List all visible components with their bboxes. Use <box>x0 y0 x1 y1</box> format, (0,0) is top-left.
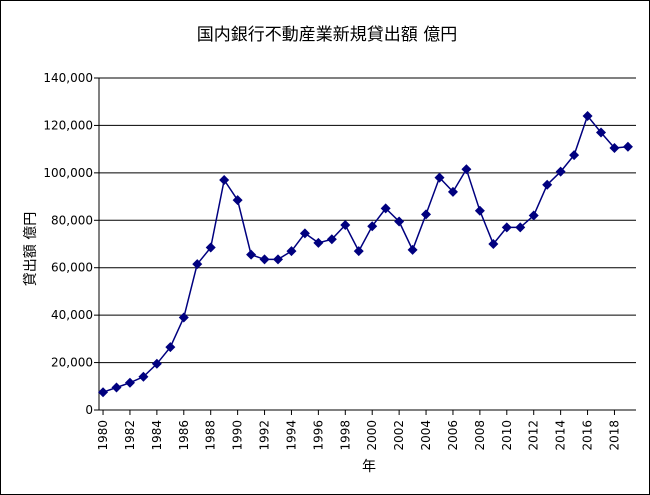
data-point <box>232 195 243 206</box>
y-tick-label: 0 <box>85 403 93 417</box>
data-point <box>313 237 324 248</box>
data-point <box>421 209 432 220</box>
data-point <box>555 166 566 177</box>
data-point <box>192 259 203 270</box>
x-tick-label: 2002 <box>392 420 406 451</box>
x-tick-label: 2010 <box>500 420 514 451</box>
y-tick-label: 120,000 <box>43 118 93 132</box>
y-tick-label: 140,000 <box>43 71 93 85</box>
grid-lines <box>99 77 636 364</box>
x-tick-label: 1980 <box>96 420 110 451</box>
data-point <box>528 210 539 221</box>
data-point <box>98 387 109 398</box>
data-point <box>447 186 458 197</box>
x-tick-label: 1982 <box>123 420 137 451</box>
data-point <box>219 174 230 185</box>
y-axis-title: 貸出額 億円 <box>23 212 39 286</box>
x-tick-label: 2008 <box>473 420 487 451</box>
data-point <box>380 203 391 214</box>
x-tick-label: 2016 <box>581 420 595 451</box>
data-point <box>407 244 418 255</box>
series-line <box>102 114 628 393</box>
x-ticks: 1980 1982 1984 1986 1988 1990 1992 1994 1996 1998… <box>96 410 621 451</box>
x-tick-label: 1988 <box>204 420 218 451</box>
x-tick-label: 1986 <box>177 420 191 451</box>
y-tick-label: 100,000 <box>43 166 93 180</box>
data-point <box>488 239 499 249</box>
x-tick-label: 1996 <box>311 420 325 451</box>
x-tick-label: 1998 <box>338 420 352 451</box>
data-point <box>246 249 257 260</box>
data-point <box>582 110 593 121</box>
data-point <box>609 142 620 153</box>
data-point <box>501 222 512 233</box>
y-tick-label: 20,000 <box>51 356 93 370</box>
data-point <box>353 246 364 257</box>
data-point <box>299 228 310 239</box>
data-point <box>124 377 135 388</box>
data-point <box>434 172 445 183</box>
data-point <box>542 179 553 190</box>
x-tick-label: 2000 <box>365 420 379 451</box>
plot-area <box>99 78 636 410</box>
data-point <box>165 342 176 353</box>
data-point <box>515 222 526 233</box>
data-point <box>286 246 297 257</box>
data-point <box>474 205 485 216</box>
x-tick-label: 2014 <box>554 420 568 451</box>
data-point <box>461 164 472 175</box>
data-point <box>622 141 633 152</box>
data-point <box>394 216 405 227</box>
x-axis-title: 年 <box>362 459 376 475</box>
series-markers <box>98 110 633 398</box>
data-point <box>205 242 216 253</box>
y-tick-label: 40,000 <box>51 308 93 322</box>
data-point <box>138 371 149 382</box>
data-point <box>340 220 351 231</box>
x-tick-label: 2018 <box>607 420 621 451</box>
x-tick-label: 1990 <box>231 420 245 451</box>
data-point <box>259 254 270 265</box>
x-tick-label: 2012 <box>527 420 541 451</box>
data-point <box>111 382 122 393</box>
x-tick-label: 1992 <box>258 420 272 451</box>
x-tick-label: 1994 <box>284 420 298 451</box>
data-point <box>367 221 378 232</box>
x-tick-label: 2004 <box>419 420 433 451</box>
data-point <box>326 234 337 245</box>
x-tick-label: 1984 <box>150 420 164 451</box>
x-tick-label: 2006 <box>446 420 460 451</box>
y-tick-label: 60,000 <box>51 261 93 275</box>
data-point <box>569 150 580 161</box>
data-point <box>273 254 283 265</box>
data-point <box>151 358 162 369</box>
data-point <box>178 312 189 323</box>
chart-title: 国内銀行不動産業新規貸出額 億円 <box>197 25 457 45</box>
y-tick-label: 80,000 <box>51 213 93 227</box>
data-point <box>596 127 607 138</box>
y-ticks: 0 20,000 40,000 60,000 80,000 100,000 120,000 1… <box>43 71 99 417</box>
